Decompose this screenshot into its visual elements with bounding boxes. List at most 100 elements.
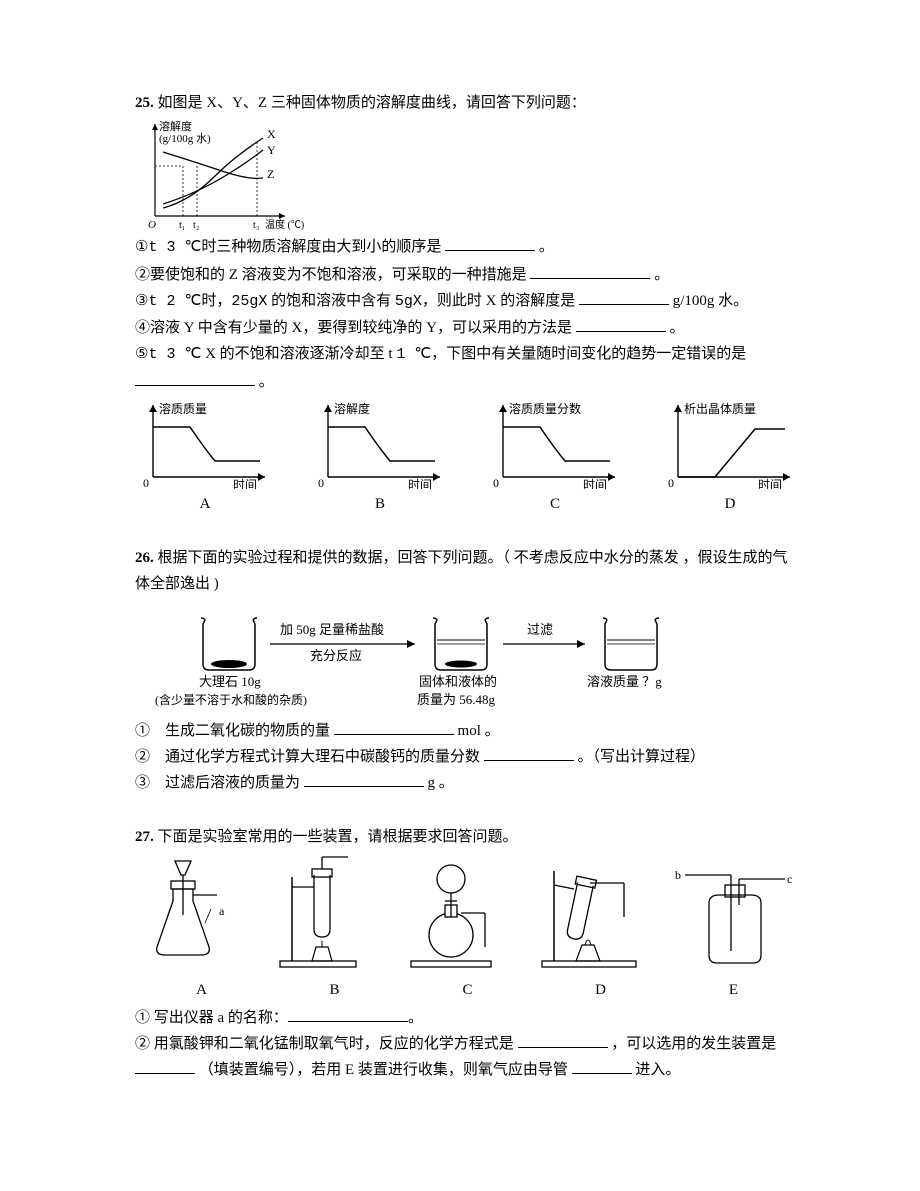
q27-stem: 27. 下面是实验室常用的一些装置，请根据要求回答问题。 [135, 824, 800, 850]
t: g 。 [424, 775, 454, 791]
q26-stem-text: 根据下面的实验过程和提供的数据，回答下列问题。（ 不考虑反应中水分的蒸发 ，假设… [135, 550, 788, 592]
blank[interactable] [288, 1006, 408, 1022]
t: 5gX [395, 293, 422, 310]
q26-line2: ② 通过化学方程式计算大理石中碳酸钙的质量分数 。（写出计算过程） [135, 744, 800, 770]
q25-line4: ④溶液 Y 中含有少量的 X，要得到较纯净的 Y，可以采用的方法是 。 [135, 315, 800, 341]
q26-number: 26. [135, 550, 154, 566]
a1-bot: 充分反应 [310, 648, 362, 663]
q27-line2: ② 用氯酸钾和二氧化锰制取氧气时，反应的化学方程式是 ，可以选用的发生装置是 （… [135, 1031, 800, 1084]
c: ① [135, 1010, 150, 1026]
b1-cap: 大理石 10g [199, 674, 261, 689]
mini-x: 时间 [233, 478, 257, 489]
xt2: t₂ [193, 220, 199, 231]
txt: 。 [650, 267, 669, 283]
t: 2 [166, 293, 184, 310]
chart-ylabel2: (g/100g 水) [159, 132, 211, 145]
t: 写出仪器 a 的名称： [150, 1010, 288, 1026]
blank[interactable] [579, 289, 669, 305]
t: 3 [166, 346, 184, 363]
solubility-chart: 溶解度 (g/100g 水) X Y Z t₁ t₂ t₃ O 温度 (℃) [135, 116, 305, 234]
lbl-b: b [675, 868, 681, 882]
apparatus-b: B [268, 855, 401, 1003]
blank[interactable] [334, 719, 454, 735]
question-25: 25. 如图是 X、Y、Z 三种固体物质的溶解度曲线，请回答下列问题： 溶解度 … [135, 90, 800, 517]
mini-title: 溶质质量分数 [509, 401, 581, 416]
label-b: B [310, 491, 450, 517]
q27-line1: ① 写出仪器 a 的名称：。 [135, 1005, 800, 1031]
t: ，则此时 X 的溶解度是 [422, 293, 579, 309]
mini-x: 时间 [583, 478, 607, 489]
blank[interactable] [484, 745, 574, 761]
p [150, 775, 165, 791]
lbl-c: c [787, 872, 792, 886]
q26-stem: 26. 根据下面的实验过程和提供的数据，回答下列问题。（ 不考虑反应中水分的蒸发… [135, 545, 800, 598]
t: 用氯酸钾和二氧化锰制取氧气时，反应的化学方程式是 [150, 1036, 518, 1052]
mini-charts: 溶质质量 0 时间 A 溶解度 0 时间 B [135, 399, 800, 517]
apparatus-e: b c E [667, 855, 800, 1003]
c: ① [135, 723, 150, 739]
q26-line3: ③ 过滤后溶液的质量为 g 。 [135, 770, 800, 796]
b2-c1: 固体和液体的 [419, 674, 497, 689]
blank[interactable] [530, 263, 650, 279]
circ: ④ [135, 320, 150, 336]
series-y: Y [267, 143, 276, 157]
blank[interactable] [518, 1032, 608, 1048]
series-z: Z [267, 167, 274, 181]
blank[interactable] [304, 771, 424, 787]
label-c: C [485, 491, 625, 517]
t: t [148, 239, 166, 256]
q26-line1: ① 生成二氧化碳的物质的量 mol 。 [135, 718, 800, 744]
txt: 。 [535, 239, 554, 255]
t: 的饱和溶液中含有 [267, 293, 395, 309]
ap-a: A [135, 977, 268, 1003]
t: mol 。 [454, 723, 500, 739]
t: 生成二氧化碳的物质的量 [165, 723, 334, 739]
blank[interactable] [445, 235, 535, 251]
blank[interactable] [576, 316, 666, 332]
t: 进入。 [632, 1062, 681, 1078]
chart-d: 析出晶体质量 0 时间 D [660, 399, 800, 517]
circ: ② [135, 267, 150, 283]
t: ℃ X 的不饱和溶液逐渐冷却至 t [184, 346, 396, 362]
blank[interactable] [135, 370, 255, 386]
q25-number: 25. [135, 95, 154, 111]
xt3: t₃ [253, 220, 259, 231]
mini-title: 溶解度 [334, 401, 370, 416]
t: t [148, 293, 166, 310]
b3-cap: 溶液质量 ？g [587, 674, 662, 689]
label-d: D [660, 491, 800, 517]
apparatus-c: C [401, 855, 534, 1003]
mini-title: 溶质质量 [159, 401, 207, 416]
chart-b: 溶解度 0 时间 B [310, 399, 450, 517]
t: 。 [666, 320, 685, 336]
q25-line3: ③t 2 ℃时，25gX 的饱和溶液中含有 5gX，则此时 X 的溶解度是 g/… [135, 288, 800, 315]
xt1: t₁ [179, 220, 185, 231]
t: 1 [396, 346, 414, 363]
t: 通过化学方程式计算大理石中碳酸钙的质量分数 [165, 749, 484, 765]
q25-stem: 25. 如图是 X、Y、Z 三种固体物质的溶解度曲线，请回答下列问题： [135, 90, 800, 116]
q27-stem-text: 下面是实验室常用的一些装置，请根据要求回答问题。 [154, 829, 518, 845]
c: ② [135, 1036, 150, 1052]
origin: 0 [143, 476, 149, 489]
circ: ③ [135, 293, 148, 309]
blank[interactable] [135, 1058, 195, 1074]
a1-top: 加 50g 足量稀盐酸 [280, 622, 384, 637]
apparatus-row: a A B [135, 855, 800, 1003]
q25-line5: ⑤t 3 ℃ X 的不饱和溶液逐渐冷却至 t 1 ℃，下图中有关量随时间变化的趋… [135, 341, 800, 395]
ap-c: C [401, 977, 534, 1003]
t: 过滤后溶液的质量为 [165, 775, 304, 791]
chart-a: 溶质质量 0 时间 A [135, 399, 275, 517]
b1-note: (含少量不溶于水和酸的杂质) [155, 692, 307, 707]
a2-top: 过滤 [527, 622, 553, 637]
chart-xlabel: 温度 (℃) [265, 218, 304, 231]
q25-line1: ①t 3 ℃时三种物质溶解度由大到小的顺序是 。 [135, 234, 800, 261]
c: ③ [135, 775, 150, 791]
txt: ℃时三种物质溶解度由大到小的顺序是 [184, 239, 445, 255]
t: 。（写出计算过程） [574, 749, 705, 765]
t: （填装置编号），若用 E 装置进行收集，则氧气应由导管 [195, 1062, 572, 1078]
circ: ⑤ [135, 346, 148, 362]
c: ② [135, 749, 150, 765]
blank[interactable] [572, 1058, 632, 1074]
circ: ① [135, 239, 148, 255]
apparatus-d: D [534, 855, 667, 1003]
